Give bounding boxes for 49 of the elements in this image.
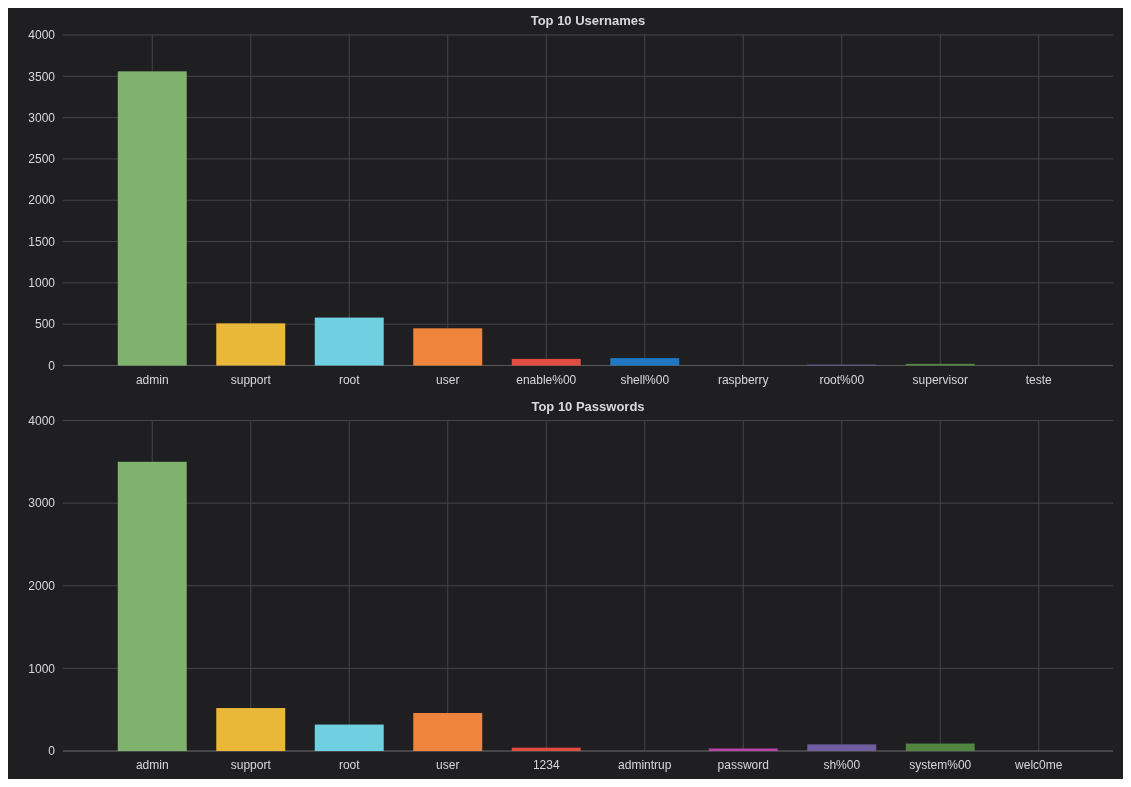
y-tick-label: 2500 <box>28 152 56 167</box>
y-tick-label: 500 <box>34 317 56 332</box>
y-tick-label: 1500 <box>28 234 56 249</box>
y-tick-label: 2000 <box>28 193 56 208</box>
bar <box>511 747 581 751</box>
x-tick-label: admin <box>135 758 169 772</box>
y-tick-label: 3000 <box>28 110 56 125</box>
chart-title: Top 10 Passwords <box>531 398 645 414</box>
x-tick-label: shell%00 <box>620 372 670 387</box>
x-tick-label: root <box>338 372 361 387</box>
bar <box>511 358 581 366</box>
bar <box>610 358 680 366</box>
x-tick-label: password <box>717 758 769 772</box>
x-tick-label: raspberry <box>717 372 769 387</box>
y-tick-label: 2000 <box>28 578 56 593</box>
x-tick-label: enable%00 <box>516 372 577 387</box>
bar <box>216 323 286 366</box>
x-tick-label: admin <box>135 372 169 387</box>
y-tick-label: 1000 <box>28 276 56 291</box>
x-tick-label: admintrup <box>618 758 672 772</box>
x-tick-label: user <box>436 372 460 387</box>
y-tick-label: 4000 <box>28 28 56 43</box>
y-tick-label: 0 <box>48 358 56 373</box>
x-tick-label: system%00 <box>909 758 972 772</box>
bar <box>413 712 483 751</box>
x-tick-label: sh%00 <box>823 758 861 772</box>
x-tick-label: user <box>436 758 460 772</box>
chart-title: Top 10 Usernames <box>530 13 646 28</box>
x-tick-label: welc0me <box>1014 758 1063 772</box>
bar <box>314 317 384 366</box>
x-tick-label: 1234 <box>532 758 560 772</box>
x-tick-label: root <box>338 758 361 772</box>
x-tick-label: supervisor <box>912 372 968 387</box>
y-tick-label: 0 <box>48 744 56 759</box>
y-tick-label: 3500 <box>28 69 56 84</box>
bar <box>905 743 975 751</box>
bar <box>807 744 877 751</box>
bar <box>413 328 483 366</box>
bar <box>117 461 187 751</box>
x-tick-label: teste <box>1025 372 1053 387</box>
y-tick-label: 4000 <box>28 413 56 428</box>
y-tick-label: 3000 <box>28 496 56 511</box>
bar <box>117 71 187 366</box>
y-tick-label: 1000 <box>28 661 56 676</box>
bar <box>216 708 286 751</box>
bar <box>314 724 384 751</box>
x-tick-label: support <box>230 372 272 387</box>
x-tick-label: support <box>230 758 272 772</box>
x-tick-label: root%00 <box>819 372 865 387</box>
